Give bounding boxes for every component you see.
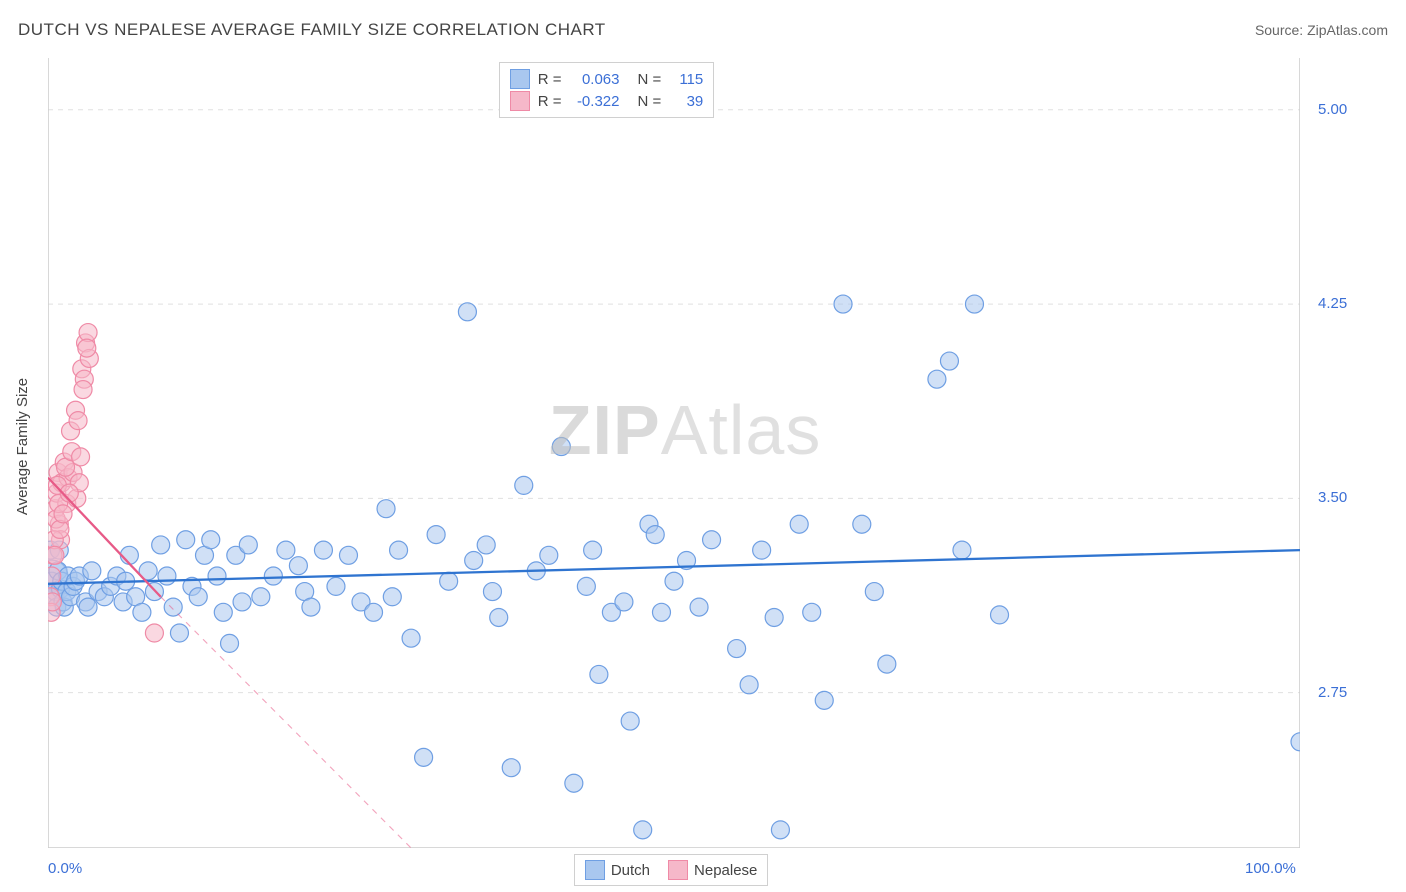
series-legend-item: Nepalese — [668, 860, 757, 880]
stats-r-value: -0.322 — [569, 93, 619, 110]
stats-n-label: N = — [637, 71, 661, 88]
stats-r-label: R = — [538, 71, 562, 88]
legend-swatch — [585, 860, 605, 880]
legend-swatch — [510, 69, 530, 89]
y-tick-label: 2.75 — [1318, 684, 1347, 701]
legend-swatch — [510, 91, 530, 111]
stats-row: R = 0.063 N = 115 — [510, 69, 704, 89]
stats-r-label: R = — [538, 93, 562, 110]
y-axis-label: Average Family Size — [15, 377, 32, 514]
stats-r-value: 0.063 — [569, 71, 619, 88]
x-axis-edge-label: 100.0% — [1245, 860, 1296, 877]
stats-n-label: N = — [637, 93, 661, 110]
stats-row: R = -0.322 N = 39 — [510, 91, 704, 111]
chart-title: DUTCH VS NEPALESE AVERAGE FAMILY SIZE CO… — [18, 20, 606, 40]
stats-n-value: 39 — [669, 93, 703, 110]
stats-legend: R = 0.063 N = 115 R = -0.322 N = 39 — [499, 62, 715, 118]
series-name: Nepalese — [694, 862, 757, 879]
series-name: Dutch — [611, 862, 650, 879]
y-tick-label: 5.00 — [1318, 101, 1347, 118]
source-label: Source: ZipAtlas.com — [1255, 22, 1388, 38]
x-axis-edge-label: 0.0% — [48, 860, 82, 877]
stats-n-value: 115 — [669, 71, 703, 88]
series-legend-item: Dutch — [585, 860, 650, 880]
chart-plot-area — [48, 58, 1300, 848]
legend-swatch — [668, 860, 688, 880]
y-tick-label: 3.50 — [1318, 489, 1347, 506]
y-tick-label: 4.25 — [1318, 295, 1347, 312]
series-legend: Dutch Nepalese — [574, 854, 769, 886]
